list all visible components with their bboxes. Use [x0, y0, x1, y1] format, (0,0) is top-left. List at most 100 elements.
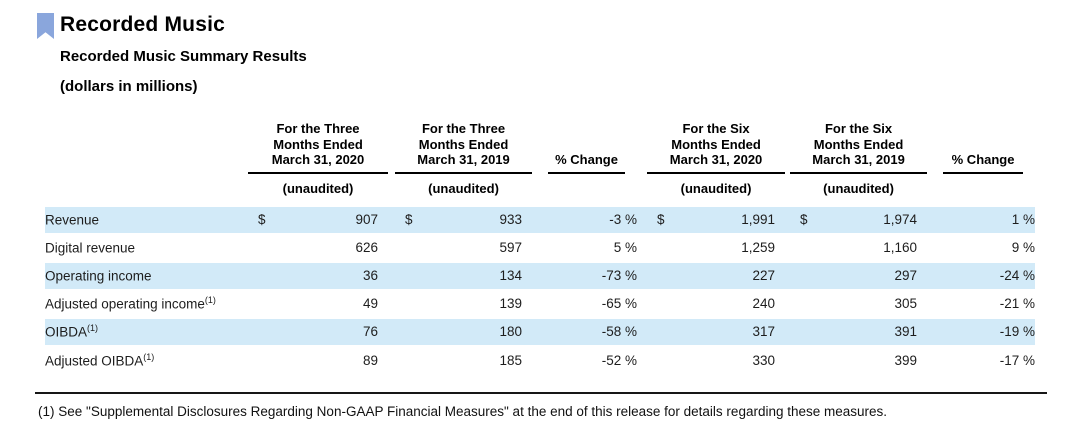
page-subtitle: Recorded Music Summary Results [60, 48, 307, 65]
value-cell: 36 [362, 268, 379, 283]
footnote-text: (1) See "Supplemental Disclosures Regard… [38, 403, 888, 419]
unaudited-note: (unaudited) [680, 180, 752, 196]
value-cell: 134 [499, 268, 523, 283]
value-cell: 297 [894, 268, 918, 283]
value-cell: 317 [752, 324, 776, 339]
currency-symbol [800, 346, 818, 374]
col-header-three-months-2019: For the Three Months Ended March 31, 201… [395, 109, 533, 174]
table-row: Adjusted operating income(1) 49 139 -65 … [45, 289, 1036, 318]
value-cell: 1,974 [883, 212, 918, 227]
spacer [378, 262, 405, 290]
pct-change-cell: -73 % [601, 268, 638, 283]
pct-change-cell: -21 % [999, 296, 1036, 311]
spacer [378, 318, 405, 346]
pct-change-cell: 1 % [1011, 212, 1036, 227]
row-label: Adjusted OIBDA(1) [45, 351, 155, 369]
value-cell: 933 [499, 212, 523, 227]
spacer [775, 234, 800, 262]
title-row: Recorded Music [37, 12, 1080, 39]
spacer [775, 290, 800, 318]
currency-symbol [800, 262, 818, 290]
currency-symbol: $ [800, 212, 808, 227]
currency-symbol [800, 318, 818, 346]
spacer [637, 206, 657, 234]
unaudited-note: (unaudited) [282, 180, 354, 196]
value-cell: 907 [355, 212, 379, 227]
label-column-header [45, 109, 258, 174]
currency-symbol: $ [405, 212, 413, 227]
currency-symbol [405, 262, 423, 290]
currency-symbol [800, 290, 818, 318]
currency-symbol [657, 318, 675, 346]
spacer [378, 174, 405, 206]
value-cell: 399 [894, 352, 918, 368]
pct-change-cell: -19 % [999, 324, 1036, 339]
table-header-row: For the Three Months Ended March 31, 202… [45, 109, 1035, 174]
currency-symbol [405, 290, 423, 318]
value-cell: 240 [752, 296, 776, 311]
spacer [378, 290, 405, 318]
spacer [775, 262, 800, 290]
spacer [775, 346, 800, 374]
value-cell: 185 [499, 352, 523, 368]
value-cell: 1,991 [741, 212, 776, 227]
pct-change-cell: 5 % [613, 240, 638, 255]
table-row: Revenue $ 907 $ 933 -3 % $ 1,991 $ 1,974… [45, 205, 1036, 234]
footnote-ref: (1) [143, 351, 155, 362]
value-cell: 49 [362, 296, 379, 311]
table-row: Operating income 36 134 -73 % 227 297 -2… [45, 261, 1036, 290]
currency-symbol [657, 346, 675, 374]
value-cell: 1,259 [741, 240, 776, 255]
currency-symbol [258, 290, 278, 318]
row-label: Revenue [45, 212, 100, 228]
spacer [637, 262, 657, 290]
unaudited-note: (unaudited) [428, 180, 499, 196]
currency-symbol [405, 318, 423, 346]
spacer [637, 290, 657, 318]
pct-change-cell: -24 % [999, 268, 1036, 283]
currency-symbol [258, 318, 278, 346]
spacer [45, 174, 258, 206]
footnote-ref: (1) [204, 295, 216, 306]
table-subheader-row: (unaudited) (unaudited) (unaudited) (una… [45, 174, 1035, 206]
footnote-ref: (1) [87, 323, 99, 334]
footnote-divider [35, 391, 1047, 394]
spacer [775, 206, 800, 234]
col-header-six-months-2020: For the Six Months Ended March 31, 2020 [647, 109, 786, 174]
row-label: Operating income [45, 268, 152, 284]
pct-change-cell: -58 % [601, 324, 638, 339]
value-cell: 330 [752, 352, 776, 368]
currency-symbol [258, 234, 278, 262]
value-cell: 597 [499, 240, 523, 255]
spacer [378, 346, 405, 374]
currency-symbol: $ [258, 212, 266, 227]
currency-symbol [405, 234, 423, 262]
spacer [378, 234, 405, 262]
currency-symbol [258, 346, 278, 374]
row-label: OIBDA(1) [45, 323, 99, 340]
spacer [775, 174, 800, 206]
spacer [917, 174, 1035, 206]
currency-symbol [800, 234, 818, 262]
pct-change-cell: -65 % [601, 296, 638, 311]
spacer [522, 174, 637, 206]
col-header-pct-change-quarter: % Change [522, 109, 637, 174]
spacer [637, 234, 657, 262]
spacer [775, 318, 800, 346]
value-cell: 391 [894, 324, 918, 339]
currency-symbol [657, 290, 675, 318]
col-header-pct-change-half: % Change [917, 109, 1035, 174]
value-cell: 180 [499, 324, 523, 339]
spacer [637, 346, 657, 374]
units-note: (dollars in millions) [60, 78, 198, 95]
row-label: Adjusted operating income(1) [45, 295, 216, 312]
currency-symbol [405, 346, 423, 374]
currency-symbol: $ [657, 212, 665, 227]
spacer [637, 318, 657, 346]
value-cell: 305 [894, 296, 918, 311]
value-cell: 626 [355, 240, 379, 255]
col-header-three-months-2020: For the Three Months Ended March 31, 202… [248, 109, 389, 174]
page-title: Recorded Music [60, 13, 226, 36]
value-cell: 89 [362, 352, 379, 368]
